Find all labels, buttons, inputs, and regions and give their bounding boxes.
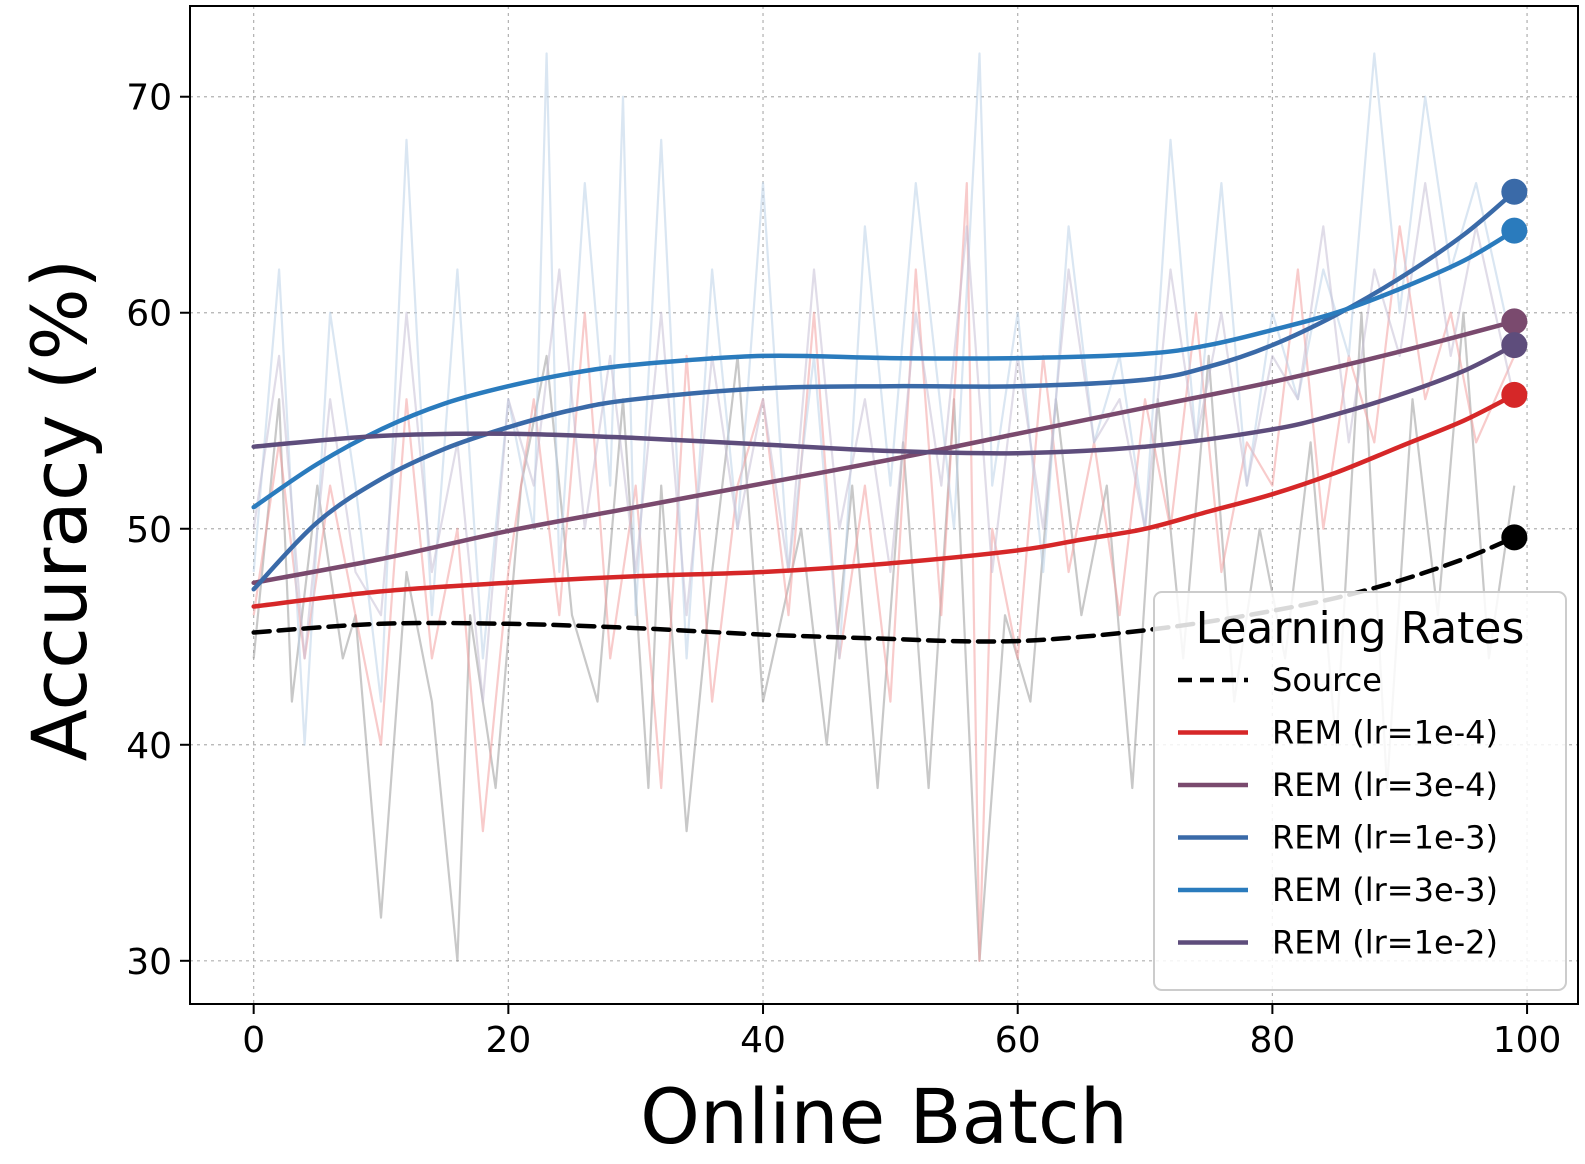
x-tick-label: 0 <box>242 1020 265 1061</box>
series-line-rem-lr-1e-4 <box>251 392 1517 609</box>
legend-label-rem-lr-3e-3: REM (lr=3e-3) <box>1272 871 1498 909</box>
legend: Learning Rates Source REM (lr=1e-4) REM (l… <box>1153 591 1567 991</box>
legend-entries: Source REM (lr=1e-4) REM (lr=3e-4) REM (lr=… <box>1178 661 1498 962</box>
legend-label-source: Source <box>1272 661 1382 699</box>
endpoint-markers <box>1501 178 1528 551</box>
x-tick-label: 40 <box>740 1020 786 1061</box>
legend-title: Learning Rates <box>1196 603 1525 654</box>
series-line-rem-lr-3e-3 <box>251 228 1517 510</box>
legend-label-rem-lr-3e-4: REM (lr=3e-4) <box>1272 766 1498 804</box>
raw-series-line <box>252 52 1516 746</box>
x-tick-label: 60 <box>995 1020 1041 1061</box>
raw-series-line <box>252 182 1516 703</box>
y-tick-label: 60 <box>126 294 172 335</box>
x-tick-label: 20 <box>485 1020 531 1061</box>
y-axis-title: Accuracy (%) <box>15 259 104 762</box>
legend-label-rem-lr-1e-4: REM (lr=1e-4) <box>1272 714 1498 752</box>
y-tick-label: 50 <box>126 510 172 551</box>
legend-box <box>1153 591 1567 991</box>
endpoint-marker-rem-lr-3e-4 <box>1501 308 1528 335</box>
x-tick-label: 80 <box>1249 1020 1295 1061</box>
y-tick-label: 70 <box>126 78 172 119</box>
raw-series-line <box>252 182 1516 962</box>
raw-noise-lines <box>252 52 1516 962</box>
endpoint-marker-rem-lr-1e-2 <box>1501 332 1528 359</box>
legend-label-rem-lr-1e-2: REM (lr=1e-2) <box>1272 924 1498 962</box>
y-tick-label: 40 <box>126 726 172 767</box>
endpoint-marker-rem-lr-1e-3 <box>1501 178 1528 205</box>
x-axis-title: Online Batch <box>640 1072 1128 1159</box>
x-tick-label: 100 <box>1493 1020 1562 1061</box>
endpoint-marker-source <box>1501 524 1528 551</box>
endpoint-marker-rem-lr-1e-4 <box>1501 381 1528 408</box>
plot-frame <box>189 5 1579 1005</box>
legend-label-rem-lr-1e-3: REM (lr=1e-3) <box>1272 819 1498 857</box>
series-line-rem-lr-1e-2 <box>251 342 1517 456</box>
y-tick-label: 30 <box>126 942 172 983</box>
series-line-rem-lr-3e-4 <box>251 319 1517 586</box>
axis-ticks: 0 20 40 60 80 100 30 40 50 60 70 <box>126 78 1561 1061</box>
endpoint-marker-rem-lr-3e-3 <box>1501 217 1528 244</box>
